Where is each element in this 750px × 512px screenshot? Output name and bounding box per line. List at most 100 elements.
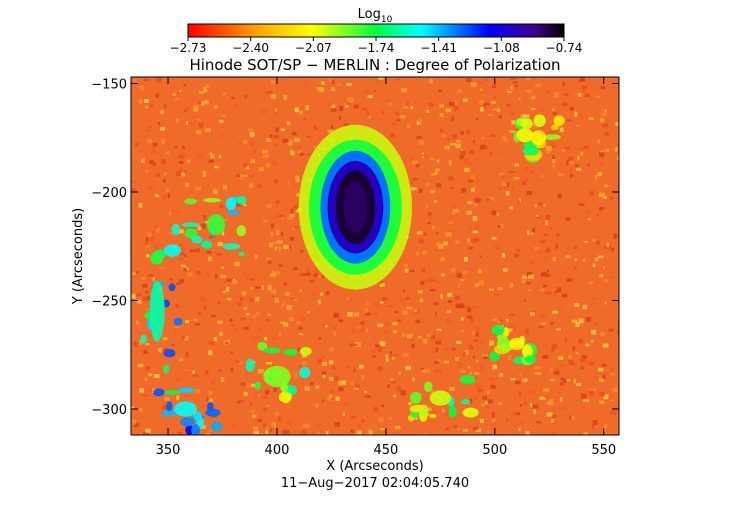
heatmap-speckle: [145, 366, 150, 371]
heatmap-speckle: [608, 395, 614, 400]
y-tick-label: −150: [91, 78, 127, 93]
heatmap-speckle: [420, 280, 425, 286]
heatmap-speckle: [293, 205, 298, 210]
heatmap-speckle: [162, 195, 167, 200]
heatmap-speckle: [250, 403, 253, 406]
heatmap-speckle: [331, 326, 337, 330]
heatmap-speckle: [526, 282, 531, 285]
heatmap-speckle: [253, 287, 257, 291]
heatmap-speckle: [393, 330, 398, 334]
heatmap-speckle: [602, 374, 606, 379]
colorbar-tick-label: −2.40: [232, 41, 269, 55]
heatmap-speckle: [137, 299, 142, 304]
heatmap-speckle: [184, 371, 190, 374]
heatmap-speckle: [364, 90, 370, 94]
heatmap-speckle: [222, 185, 228, 190]
heatmap-speckle: [214, 105, 218, 109]
heatmap-speckle: [506, 103, 511, 107]
heatmap-speckle: [271, 289, 277, 294]
heatmap-speckle: [447, 300, 453, 303]
heatmap-speckle: [351, 381, 354, 385]
heatmap-speckle: [406, 102, 409, 106]
heatmap-speckle: [345, 365, 351, 369]
heatmap-speckle: [335, 396, 340, 401]
heatmap-speckle: [457, 363, 463, 368]
heatmap-speckle: [562, 81, 565, 87]
heatmap-speckle: [331, 366, 336, 370]
heatmap-speckle: [510, 413, 515, 417]
heatmap-speckle: [585, 317, 592, 322]
heatmap-speckle: [380, 368, 383, 374]
heatmap-speckle: [177, 432, 183, 435]
network-patch-blob: [203, 198, 221, 203]
heatmap-speckle: [419, 118, 423, 122]
heatmap-speckle: [492, 84, 496, 89]
heatmap-speckle: [362, 108, 368, 111]
heatmap-speckle: [145, 432, 150, 435]
heatmap-speckle: [463, 351, 466, 357]
heatmap-speckle: [452, 203, 456, 208]
heatmap-speckle: [596, 138, 599, 142]
heatmap-speckle: [236, 202, 242, 207]
heatmap-speckle: [472, 306, 478, 309]
heatmap-speckle: [210, 379, 216, 384]
heatmap-speckle: [303, 117, 307, 121]
heatmap-speckle: [444, 347, 449, 351]
heatmap-speckle: [321, 361, 327, 366]
heatmap-speckle: [210, 154, 215, 159]
heatmap-speckle: [274, 297, 279, 303]
heatmap-speckle: [440, 294, 443, 299]
heatmap-speckle: [333, 313, 340, 318]
heatmap-speckle: [299, 289, 302, 293]
heatmap-speckle: [480, 365, 484, 371]
heatmap-speckle: [485, 198, 491, 201]
heatmap-speckle: [467, 307, 472, 313]
heatmap-speckle: [467, 201, 473, 205]
heatmap-speckle: [518, 97, 521, 100]
heatmap-speckle: [479, 255, 482, 258]
network-patch-blob: [462, 407, 479, 418]
heatmap-speckle: [504, 138, 507, 143]
heatmap-speckle: [431, 173, 437, 176]
heatmap-speckle: [250, 159, 256, 163]
heatmap-speckle: [491, 210, 497, 216]
heatmap-speckle: [422, 153, 427, 159]
heatmap-speckle: [152, 142, 158, 147]
heatmap-speckle: [254, 254, 258, 259]
heatmap-speckle: [429, 350, 435, 353]
network-patch-blob: [150, 251, 164, 265]
heatmap-speckle: [528, 260, 535, 265]
heatmap-speckle: [176, 171, 182, 176]
heatmap-speckle: [345, 102, 351, 106]
heatmap-speckle: [576, 124, 580, 127]
heatmap-speckle: [476, 385, 482, 390]
heatmap-speckle: [464, 167, 470, 172]
heatmap-speckle: [447, 292, 453, 297]
heatmap-speckle: [215, 274, 218, 279]
heatmap-speckle: [469, 150, 475, 155]
heatmap-speckle: [263, 396, 267, 399]
heatmap-speckle: [384, 322, 390, 327]
heatmap-speckle: [325, 291, 330, 296]
heatmap-speckle: [582, 305, 588, 310]
heatmap-speckle: [252, 315, 257, 318]
network-patch-blob: [201, 240, 213, 249]
heatmap-speckle: [436, 183, 442, 188]
heatmap-speckle: [550, 402, 554, 406]
heatmap-speckle: [139, 407, 143, 412]
heatmap-speckle: [436, 232, 439, 235]
heatmap-speckle: [310, 382, 314, 386]
heatmap-speckle: [431, 226, 435, 230]
heatmap-speckle: [339, 106, 344, 111]
heatmap-speckle: [390, 378, 393, 382]
heatmap-speckle: [455, 303, 461, 309]
heatmap-speckle: [272, 143, 278, 147]
heatmap-speckle: [270, 80, 275, 85]
network-patch-blob: [283, 348, 298, 356]
heatmap-speckle: [145, 245, 150, 248]
heatmap-speckle: [281, 231, 284, 237]
heatmap-speckle: [367, 95, 373, 99]
heatmap-speckle: [520, 114, 527, 119]
network-patch-blob: [173, 317, 183, 326]
heatmap-speckle: [133, 341, 138, 347]
